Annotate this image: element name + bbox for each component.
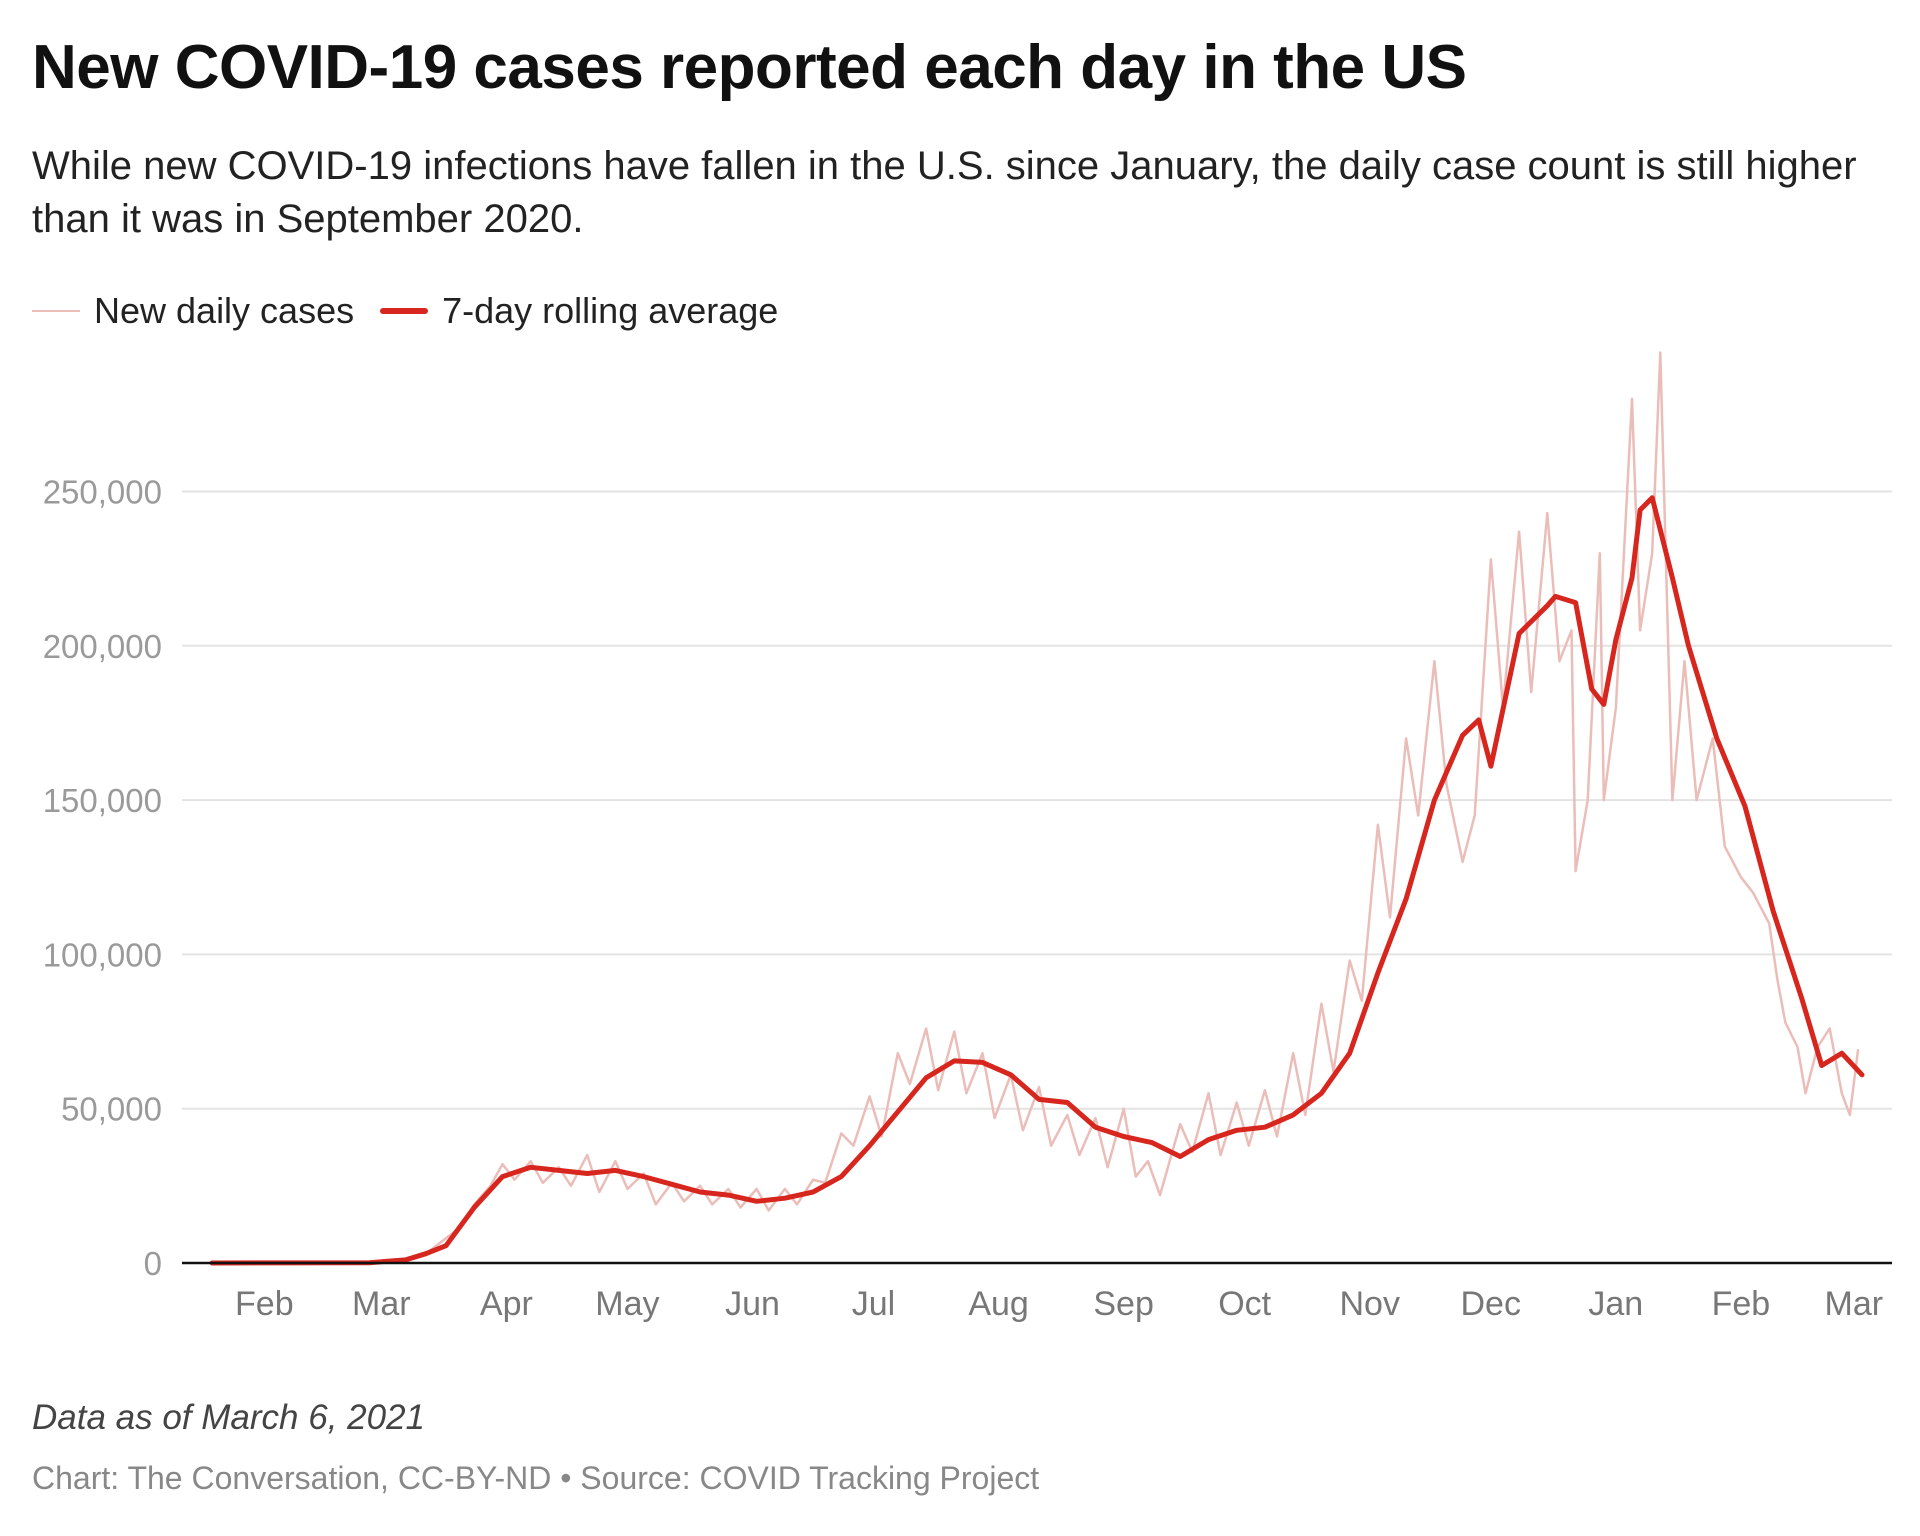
legend-item-daily: New daily cases [32, 290, 354, 332]
x-tick-label: Jun [725, 1285, 780, 1323]
series-line-new-daily-cases [210, 351, 1860, 1265]
chart-subtitle: While new COVID-19 infections have falle… [32, 144, 1857, 241]
legend-label-daily: New daily cases [94, 290, 355, 331]
x-tick-label: Feb [1712, 1285, 1771, 1323]
y-tick-label: 200,000 [43, 628, 162, 665]
chart-title: New COVID-19 cases reported each day in … [32, 33, 1467, 102]
y-tick-label: 150,000 [43, 782, 162, 819]
x-tick-label: May [595, 1285, 659, 1323]
x-tick-label: Dec [1461, 1285, 1521, 1323]
y-tick-label: 250,000 [43, 474, 162, 511]
x-tick-label: Apr [480, 1285, 533, 1323]
x-tick-label: Jul [852, 1285, 895, 1323]
x-tick-label: Aug [968, 1285, 1029, 1323]
x-tick-label: Sep [1093, 1285, 1154, 1323]
data-date-note: Data as of March 6, 2021 [32, 1398, 425, 1437]
legend-swatch-daily [32, 310, 80, 312]
y-tick-label: 100,000 [43, 936, 162, 973]
series-line-7-day-average [209, 495, 1865, 1266]
legend-label-average: 7-day rolling average [442, 290, 779, 331]
y-tick-label: 50,000 [61, 1091, 162, 1128]
y-tick-label: 0 [144, 1245, 162, 1282]
x-tick-label: Oct [1218, 1285, 1271, 1323]
legend-item-average: 7-day rolling average [380, 290, 778, 332]
legend-swatch-average [380, 308, 429, 314]
x-tick-label: Nov [1339, 1285, 1399, 1323]
x-tick-label: Mar [352, 1285, 411, 1323]
x-tick-label: Jan [1588, 1285, 1643, 1323]
x-tick-label: Mar [1825, 1285, 1884, 1323]
legend: New daily cases 7-day rolling average [32, 290, 804, 332]
source-credit: Chart: The Conversation, CC-BY-ND • Sour… [32, 1460, 1040, 1496]
x-tick-label: Feb [235, 1285, 294, 1323]
